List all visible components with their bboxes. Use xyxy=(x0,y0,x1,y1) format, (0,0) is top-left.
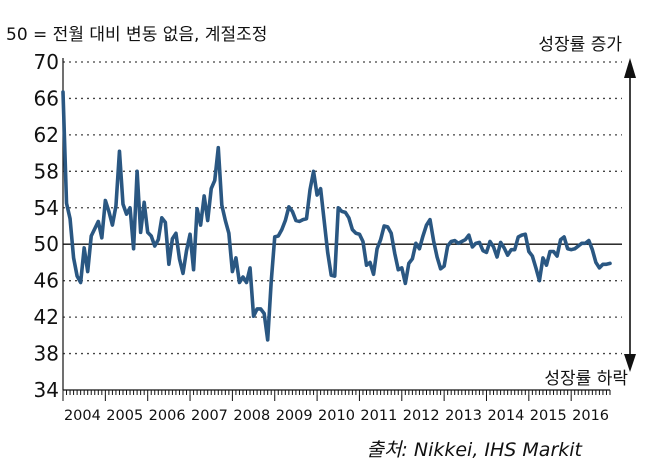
arrow-up-head-icon xyxy=(624,58,636,78)
source-note: 출처: Nikkei, IHS Markit xyxy=(366,439,583,461)
x-tick-label: 2008 xyxy=(233,408,270,424)
arrow-down-head-icon xyxy=(624,354,636,372)
series-layer xyxy=(61,90,612,342)
x-tick-label: 2016 xyxy=(572,408,609,424)
y-tick-label: 66 xyxy=(34,86,59,110)
x-tick-label: 2010 xyxy=(318,408,355,424)
series-line xyxy=(61,90,612,342)
y-tick-label: 46 xyxy=(34,269,59,293)
y-axis: 34 38 42 46 50 54 58 62 66 70 xyxy=(34,50,64,402)
y-tick-label: 42 xyxy=(34,305,59,329)
x-axis: 2004 2005 2006 2007 2008 2009 2010 2011 2012 2013… xyxy=(62,389,611,424)
grid-lines xyxy=(63,61,622,355)
y-tick-label: 34 xyxy=(34,378,59,402)
x-tick-label: 2012 xyxy=(403,408,440,424)
x-tick-label: 2009 xyxy=(276,408,313,424)
y-tick-label: 38 xyxy=(34,342,59,366)
x-tick-label: 2006 xyxy=(149,408,186,424)
x-tick-label: 2005 xyxy=(106,408,143,424)
y-tick-label: 62 xyxy=(34,123,59,147)
x-tick-label: 2004 xyxy=(64,408,101,424)
y-tick-label: 70 xyxy=(34,50,59,74)
y-tick-label: 58 xyxy=(34,159,59,183)
chart-subtitle: 50 = 전월 대비 변동 없음, 계절조정 xyxy=(6,25,267,45)
y-tick-label: 50 xyxy=(34,232,59,256)
x-tick-label: 2015 xyxy=(530,408,567,424)
growth-direction-arrow-icon xyxy=(624,58,636,372)
annotation-growth-down: 성장률 하락 xyxy=(544,369,628,389)
y-tick-label: 54 xyxy=(34,196,59,220)
x-tick-label: 2011 xyxy=(360,408,397,424)
x-tick-label: 2014 xyxy=(487,408,524,424)
x-tick-label: 2007 xyxy=(191,408,228,424)
x-tick-label: 2013 xyxy=(445,408,482,424)
annotation-growth-up: 성장률 증가 xyxy=(538,35,622,55)
